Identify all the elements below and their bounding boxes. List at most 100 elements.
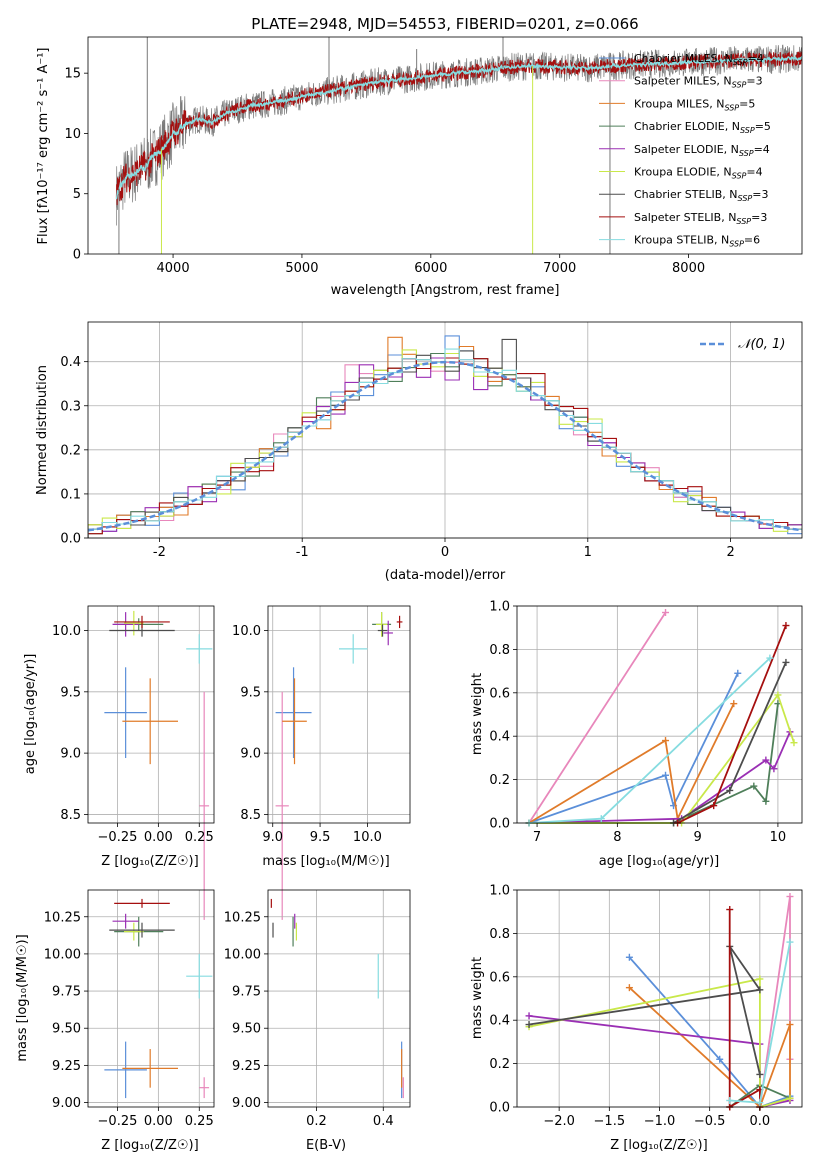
- age-vs-mass-errorbar-point-8: [339, 634, 368, 664]
- mass-weight-vs-z-y-tick-label: 1.0: [489, 884, 510, 899]
- mass-weight-vs-age-y-tick-label: 1.0: [489, 600, 510, 615]
- mass-weight-vs-z-y-tick-label: 0.8: [489, 927, 510, 942]
- mass-weight-vs-age-marker: [710, 802, 718, 810]
- mass-vs-z-y-tick-label: 9.25: [52, 1059, 81, 1074]
- mass-vs-ebv-panel: 0.2 0.4 9.00 9.25 9.50 9.75 10.00 10.25 E(B-V): [224, 889, 411, 1153]
- mass-weight-vs-age-marker: [726, 786, 734, 794]
- mass-weight-vs-age-x-tick-label: 10: [770, 830, 787, 845]
- spectrum-x-tick-label: 7000: [543, 261, 576, 276]
- mass-weight-vs-z-series-line-0: [628, 956, 791, 1109]
- residual-hist-x-tick-label: 1: [584, 545, 592, 560]
- age-vs-mass-y-tick-label: 8.5: [240, 808, 261, 823]
- mass-weight-vs-z-marker: [625, 984, 633, 992]
- mass-vs-ebv-axes-frame: [267, 889, 411, 1108]
- age-vs-z-y-tick-label: 9.5: [60, 685, 81, 700]
- mass-weight-vs-age-x-tick-label: 7: [533, 830, 541, 845]
- mass-weight-vs-age-x-axis-label: age [log₁₀(age/yr)]: [599, 854, 720, 869]
- spectrum-legend: Chabrier MILES, NSSP=4 Salpeter MILES, NS…: [599, 52, 771, 249]
- mass-weight-vs-age-y-tick-label: 0.2: [489, 773, 510, 788]
- histogram-legend: 𝒩(0, 1): [700, 337, 785, 352]
- mass-vs-z-y-tick-label: 10.25: [44, 910, 81, 925]
- histogram-legend-label: 𝒩(0, 1): [738, 337, 785, 352]
- spectrum-y-tick-label: 15: [64, 67, 81, 82]
- age-vs-z-errorbar-point-2: [122, 678, 178, 765]
- age-vs-mass-errorbar-point-1: [275, 691, 289, 920]
- age-vs-mass-y-tick-label: 10.0: [232, 624, 261, 639]
- age-vs-z-errorbar-point-5: [124, 610, 144, 636]
- spectrum-x-axis-label: wavelength [Angstrom, rest frame]: [331, 283, 560, 298]
- mass-weight-vs-age-marker: [762, 756, 770, 764]
- residual-hist-x-tick-label: -2: [153, 545, 166, 560]
- mass-vs-z-x-axis-label: Z [log₁₀(Z/Z☉)]: [101, 1138, 198, 1153]
- normal-reference-curve: [88, 360, 802, 532]
- mass-weight-vs-z-series-line-2: [628, 986, 791, 1109]
- mass-weight-vs-age-marker: [774, 691, 782, 699]
- age-vs-z-x-tick-label: 0.00: [144, 830, 173, 845]
- mass-weight-vs-age-y-tick-label: 0.4: [489, 730, 510, 745]
- residual-hist-y-tick-label: 0.0: [60, 532, 81, 547]
- age-vs-mass-x-axis-label: mass [log₁₀(M/M☉)]: [262, 854, 389, 869]
- legend-label-4: Salpeter ELODIE, NSSP=4: [634, 143, 770, 158]
- mass-weight-vs-age-marker: [790, 739, 798, 747]
- mass-weight-vs-z-marker: [525, 1021, 533, 1029]
- legend-label-2: Kroupa MILES, NSSP=5: [634, 97, 755, 112]
- mass-weight-vs-z-series-line-5: [528, 977, 791, 1109]
- mass-weight-vs-z-y-tick-label: 0.4: [489, 1014, 510, 1029]
- age-vs-z-errorbar-point-7: [114, 615, 170, 629]
- age-vs-mass-x-tick-label: 10.0: [353, 830, 382, 845]
- age-vs-mass-axes-frame: [267, 605, 411, 824]
- age-vs-mass-y-tick-label: 9.5: [240, 685, 261, 700]
- age-vs-mass-errorbar-point-6: [377, 624, 388, 637]
- mass-vs-ebv-x-tick-label: 0.4: [373, 1114, 394, 1129]
- mass-vs-z-errorbar-point-1: [199, 1077, 210, 1099]
- mass-weight-vs-age-marker: [782, 658, 790, 666]
- mass-vs-z-y-tick-label: 10.00: [44, 947, 81, 962]
- spectrum-model-line-smooth: [115, 55, 802, 200]
- age-vs-z-y-axis-label: age [log₁₀(age/yr)]: [23, 654, 38, 775]
- mass-weight-vs-age-marker: [734, 669, 742, 677]
- age-vs-metallicity-panel: −0.25 0.00 0.25 8.5 9.0 9.5 10.0 Z [log₁₀(Z/Z☉…: [23, 605, 215, 920]
- spectrum-model-line: [115, 50, 802, 206]
- spectrum-x-tick-label: 6000: [414, 261, 447, 276]
- legend-label-8: Kroupa STELIB, NSSP=6: [634, 234, 760, 249]
- mass-vs-z-errorbar-point-0: [104, 1041, 147, 1099]
- mass-weight-vs-z-x-tick-label: 0.0: [750, 1114, 771, 1129]
- spectrum-x-tick-label: 5000: [285, 261, 318, 276]
- residual-hist-x-tick-label: -1: [296, 545, 309, 560]
- mass-vs-z-errorbar-point-5: [124, 922, 144, 941]
- mass-weight-vs-age-marker: [730, 700, 738, 708]
- spectrum-axes-frame: [87, 36, 803, 255]
- legend-label-3: Chabrier ELODIE, NSSP=5: [634, 120, 771, 135]
- mass-weight-vs-z-marker: [786, 1021, 794, 1029]
- mass-weight-vs-z-x-axis-label: Z [log₁₀(Z/Z☉)]: [610, 1138, 707, 1153]
- mass-weight-vs-z-marker: [756, 1070, 764, 1078]
- legend-label-1: Salpeter MILES, NSSP=3: [634, 75, 763, 90]
- mass-vs-ebv-y-tick-label: 9.75: [232, 985, 261, 1000]
- residual-hist-y-tick-label: 0.4: [60, 355, 81, 370]
- mass-weight-vs-age-y-tick-label: 0.0: [489, 817, 510, 832]
- mass-weight-vs-age-series-line-2: [528, 703, 735, 824]
- spectrum-panel: PLATE=2948, MJD=54553, FIBERID=0201, z=0…: [36, 15, 803, 298]
- mass-vs-ebv-y-tick-label: 9.25: [232, 1059, 261, 1074]
- residual-hist-y-tick-label: 0.3: [60, 399, 81, 414]
- age-vs-mass-errorbar-point-4: [383, 620, 393, 646]
- age-vs-mass-x-tick-label: 9.0: [262, 830, 283, 845]
- residual-histogram-panel: -2 -1 0 1 2 0.0 0.1 0.2 0.3 0.4 (data-model)/erro…: [35, 321, 803, 583]
- age-vs-z-x-tick-label: −0.25: [98, 830, 138, 845]
- mass-weight-vs-z-x-tick-label: −2.0: [543, 1114, 575, 1129]
- mass-weight-vs-age-series-line-1: [528, 612, 667, 824]
- mass-weight-vs-z-y-tick-label: 0.0: [489, 1101, 510, 1116]
- mass-weight-vs-z-y-axis-label: mass weight: [470, 957, 485, 1039]
- mass-weight-vs-age-marker: [762, 797, 770, 805]
- legend-label-0: Chabrier MILES, NSSP=4: [634, 52, 764, 67]
- mass-weight-vs-age-marker: [662, 771, 670, 779]
- mass-weight-vs-metallicity-panel: −2.0 −1.5 −1.0 −0.5 0.0 0.0 0.2 0.4 0.6 0.8 1.0 Z …: [470, 884, 803, 1153]
- mass-weight-vs-age-marker: [766, 654, 774, 662]
- age-vs-z-y-tick-label: 10.0: [52, 624, 81, 639]
- mass-weight-vs-z-series-line-6: [528, 945, 762, 1075]
- age-vs-z-errorbar-point-0: [104, 667, 147, 759]
- age-vs-z-y-tick-label: 8.5: [60, 808, 81, 823]
- mass-weight-vs-z-marker: [786, 1094, 794, 1102]
- mass-vs-z-x-tick-label: 0.25: [185, 1114, 214, 1129]
